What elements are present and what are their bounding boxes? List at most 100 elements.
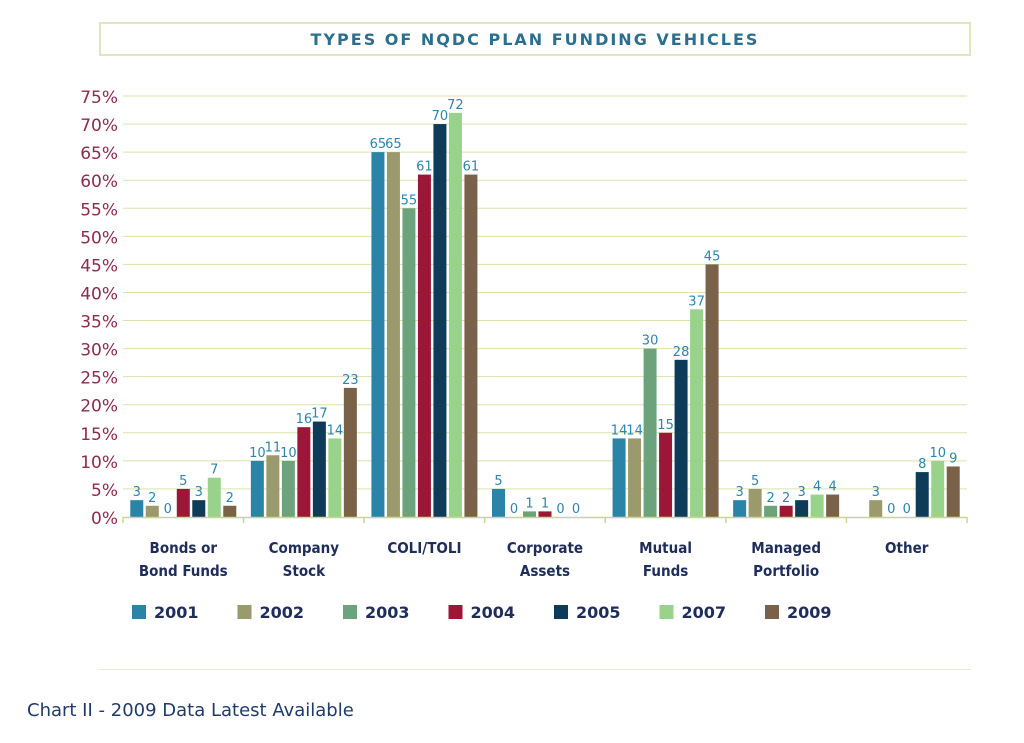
bar [795,500,809,517]
data-label: 30 [642,334,659,349]
y-tick-label: 10% [80,453,118,473]
legend-label: 2004 [471,603,516,622]
category-label: Assets [520,562,570,580]
bar [281,460,295,517]
category-label: Other [885,539,929,557]
legend-label: 2009 [787,603,832,622]
category-label: Company [269,539,340,557]
legend-label: 2007 [682,603,727,622]
data-label: 65 [370,137,387,152]
data-label: 3 [798,485,806,500]
data-label: 3 [872,485,880,500]
data-label: 14 [626,423,643,438]
bar [464,174,478,517]
y-tick-label: 0% [91,509,118,529]
bottom-divider [99,669,971,670]
y-tick-label: 75% [80,88,118,108]
x-axis [122,516,968,523]
legend-label: 2002 [260,603,305,622]
data-label: 15 [657,418,674,433]
data-label: 23 [342,373,359,388]
chart-title-box: TYPES OF NQDC PLAN FUNDING VEHICLES [99,22,971,56]
data-label: 61 [463,160,480,175]
legend-swatch [765,605,779,619]
bar [733,500,747,517]
data-label: 37 [688,294,705,309]
data-label: 2 [226,491,234,506]
y-axis-ticks: 0% 5% 10% 15% 20% 25% 30% 35% 40% 45% 50% 55% 60% 65%… [80,88,118,529]
y-tick-label: 65% [80,144,118,164]
data-label: 1 [525,496,533,511]
bar [826,494,840,517]
category-label: COLI/TOLI [387,539,461,557]
data-label: 16 [296,412,313,427]
y-tick-label: 5% [91,481,118,501]
bar [931,460,945,517]
data-label: 5 [179,474,187,489]
bar [266,455,280,517]
data-label: 0 [164,502,172,517]
data-label: 10 [280,446,297,461]
y-tick-label: 25% [80,369,118,389]
bar [628,438,642,517]
bar [343,387,357,517]
y-tick-label: 55% [80,200,118,220]
bar [643,348,657,517]
bar [297,427,311,517]
category-label: Bonds or [150,539,218,557]
data-label: 65 [385,137,402,152]
bar [659,432,673,517]
chart-title: TYPES OF NQDC PLAN FUNDING VEHICLES [310,29,760,49]
category-label: Funds [643,562,688,580]
bar [130,500,144,517]
data-label: 3 [736,485,744,500]
bar [312,421,326,517]
bar [145,505,159,517]
category-label: Corporate [507,539,583,557]
y-tick-label: 70% [80,116,118,136]
data-label: 10 [249,446,266,461]
y-tick-label: 60% [80,172,118,192]
data-label: 5 [751,474,759,489]
bar [492,488,505,517]
data-label: 0 [556,502,564,517]
data-label: 45 [704,249,721,264]
legend-swatch [448,605,463,619]
bar [192,500,206,517]
bar [674,359,688,517]
bar [915,472,929,517]
category-label: Mutual [639,539,692,557]
grid-lines [123,95,967,490]
y-tick-label: 50% [80,228,118,248]
data-label: 10 [929,446,946,461]
y-tick-label: 40% [80,284,118,304]
bar [764,505,778,517]
data-label: 14 [327,423,344,438]
bar [810,494,824,517]
legend-label: 2001 [154,603,199,622]
legend-swatch [237,605,252,619]
bar [176,488,190,517]
bar [523,511,536,517]
category-label: Portfolio [753,562,819,580]
bar [690,309,704,517]
data-label: 2 [767,491,775,506]
legend-label: 2003 [365,603,410,622]
bar [869,500,883,517]
data-label: 61 [416,160,433,175]
bars [130,112,960,518]
category-label: Bond Funds [139,562,228,580]
chart-caption: Chart II - 2009 Data Latest Available [27,700,354,721]
bar [748,488,762,517]
legend-swatch [132,605,146,619]
data-label: 28 [673,345,690,360]
legend-swatch [659,605,674,619]
legend-swatch [554,605,568,619]
data-label: 7 [210,463,218,478]
data-label: 3 [133,485,141,500]
bar [612,438,626,517]
bar [250,460,264,517]
bar [386,152,400,517]
data-label: 17 [311,407,328,422]
category-label: Stock [283,562,326,580]
